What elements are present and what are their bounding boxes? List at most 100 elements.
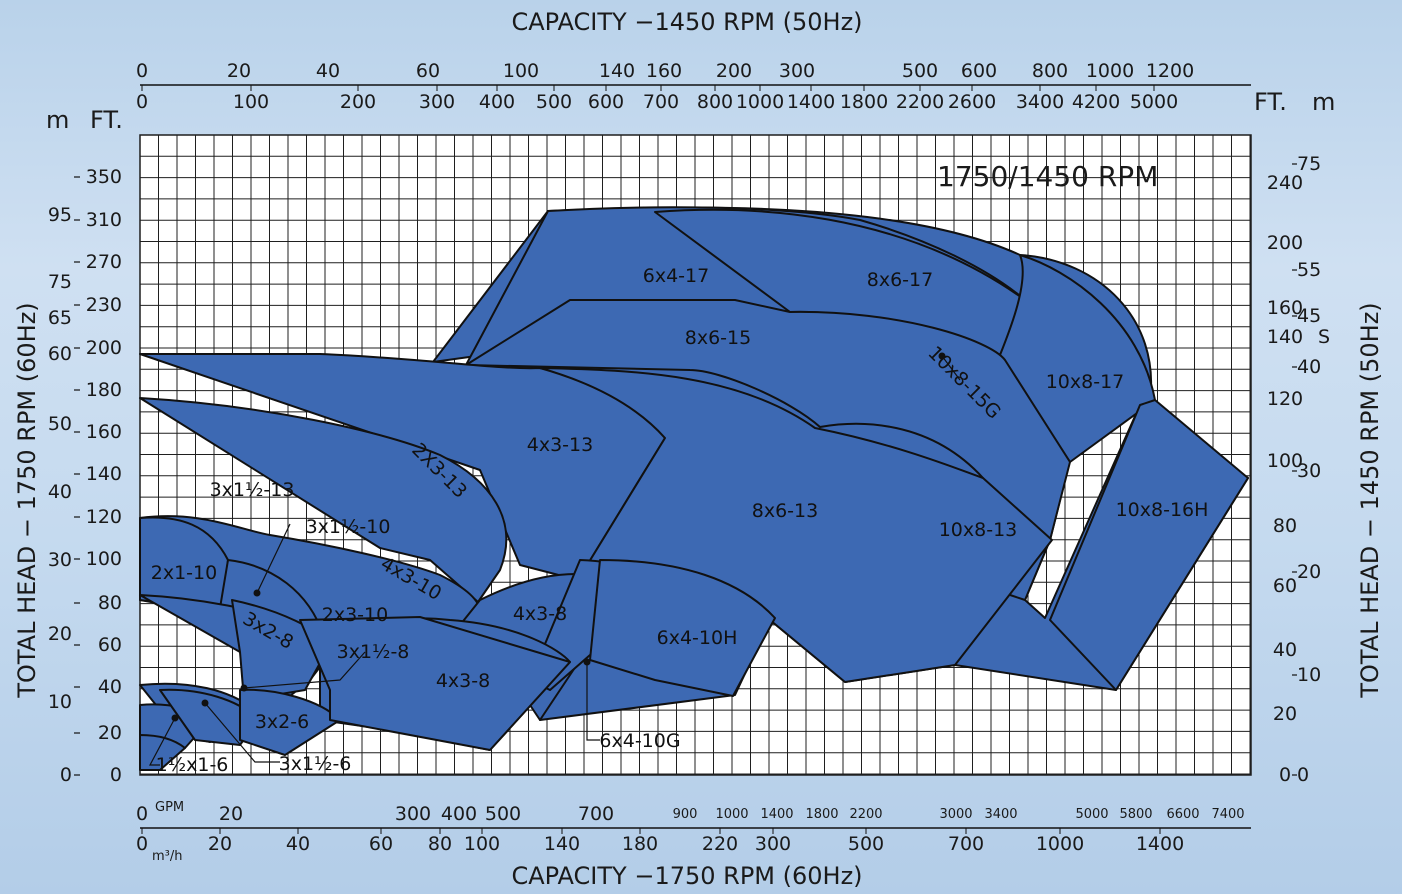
pump-model-label: 3x2-6: [255, 711, 309, 733]
y-axis-title-right: TOTAL HEAD − 1450 RPM (50Hz): [1356, 302, 1384, 698]
bottom-tick-m3h: 1400: [1136, 833, 1184, 855]
pump-model-label: 6x4-10H: [657, 627, 738, 649]
top-tick-m3h: 40: [316, 60, 340, 82]
bottom-tick-gpm: 3400: [984, 807, 1017, 822]
top-tick-m3h: 500: [902, 60, 938, 82]
top-tick-gpm: 5000: [1130, 91, 1178, 113]
top-tick-m3h: 300: [779, 60, 815, 82]
pump-region: [139, 397, 508, 603]
pump-model-label: 3x1½-8: [337, 641, 410, 663]
top-tick-gpm: 500: [536, 91, 572, 113]
bottom-tick-m3h: 700: [948, 833, 984, 855]
bottom-tick-gpm: 1800: [805, 807, 838, 822]
right-tick-m: 55: [1297, 259, 1321, 281]
leader-line: [243, 651, 366, 689]
bottom-tick-gpm: 20: [219, 803, 243, 825]
bottom-tick-gpm: 7400: [1211, 807, 1244, 822]
unit-m3h: m³/h: [152, 849, 183, 864]
bottom-tick-gpm: 3000: [939, 807, 972, 822]
bottom-tick-m3h: 20: [208, 833, 232, 855]
bottom-tick-gpm: 900: [673, 807, 698, 822]
speed-badge: 1750/1450 RPM: [937, 160, 1158, 193]
top-axis: 0 20 40 60 100 140 160 200 300 500 600 800 1000 12000…: [136, 60, 1251, 113]
left-tick-ft: 310: [86, 209, 122, 231]
top-tick-m3h: 0: [136, 60, 148, 82]
bottom-tick-gpm: 500: [485, 803, 521, 825]
pump-model-label: 3x1½-10: [306, 516, 391, 538]
bottom-tick-gpm: 2200: [849, 807, 882, 822]
bottom-tick-m3h: 60: [369, 833, 393, 855]
pump-model-label: 3x1½-6: [279, 753, 352, 775]
left-tick-ft: 40: [98, 676, 122, 698]
top-tick-gpm: 1000: [736, 91, 784, 113]
bottom-tick-m3h: 180: [622, 833, 658, 855]
top-tick-gpm: 700: [643, 91, 679, 113]
pump-model-label: 2x1-10: [151, 562, 217, 584]
top-tick-gpm: 4200: [1072, 91, 1120, 113]
leader-line: [256, 523, 291, 594]
left-tick-m: 10: [48, 691, 72, 713]
top-tick-gpm: 3400: [1016, 91, 1064, 113]
pump-model-label: 8x6-17: [867, 269, 933, 291]
pump-region: [139, 734, 186, 771]
right-tick-ft: 80: [1273, 515, 1297, 537]
right-tick-ft: 120: [1267, 388, 1303, 410]
top-tick-gpm: 800: [697, 91, 733, 113]
left-tick-ft: 180: [86, 379, 122, 401]
right-tick-m: 75: [1297, 153, 1321, 175]
pump-model-label: 10x8-17: [1046, 371, 1125, 393]
pump-regions: [139, 206, 1249, 771]
leader-dot: [171, 714, 179, 722]
unit-left-m: m: [46, 106, 69, 134]
chart-title-bottom: CAPACITY −1750 RPM (60Hz): [511, 862, 862, 890]
left-tick-ft: 200: [86, 337, 122, 359]
bottom-tick-m3h: 1000: [1036, 833, 1084, 855]
top-tick-m3h: 100: [503, 60, 539, 82]
bottom-tick-m3h: 140: [544, 833, 580, 855]
right-tick-ft: 40: [1273, 639, 1297, 661]
top-tick-m3h: 200: [716, 60, 752, 82]
top-tick-gpm: 2200: [896, 91, 944, 113]
pump-region: [539, 367, 1053, 683]
left-tick-ft: 270: [86, 251, 122, 273]
pump-region: [465, 299, 1071, 601]
top-tick-gpm: 1400: [787, 91, 835, 113]
pump-model-label: 3x1½-13: [210, 479, 295, 501]
pump-model-label: 10x8-13: [939, 519, 1018, 541]
left-tick-ft: 350: [86, 166, 122, 188]
bottom-tick-m3h: 100: [464, 833, 500, 855]
left-tick-ft: 160: [86, 421, 122, 443]
bottom-tick-gpm: 6600: [1166, 807, 1199, 822]
right-tick-ft: 100: [1267, 450, 1303, 472]
chart-title-top: CAPACITY −1450 RPM (50Hz): [511, 8, 862, 36]
pump-region: [999, 254, 1156, 463]
leader-dot: [253, 589, 261, 597]
top-tick-m3h: 60: [416, 60, 440, 82]
bottom-tick-m3h: 500: [848, 833, 884, 855]
unit-left-ft: FT.: [90, 106, 123, 134]
right-tick-m: 45: [1297, 305, 1321, 327]
unit-gpm: GPM: [155, 800, 184, 815]
left-tick-m: 50: [48, 413, 72, 435]
pump-model-label: 10x8-16H: [1116, 499, 1209, 521]
left-tick-m: 30: [48, 549, 72, 571]
leader-line: [149, 717, 176, 766]
left-tick-m: 20: [48, 623, 72, 645]
top-tick-m3h: 1200: [1146, 60, 1194, 82]
top-tick-gpm: 200: [340, 91, 376, 113]
bottom-tick-gpm: 700: [578, 803, 614, 825]
left-tick-m: 40: [48, 481, 72, 503]
bottom-tick-gpm: 5800: [1119, 807, 1152, 822]
pump-model-label: 8x6-15: [685, 327, 751, 349]
pump-model-label: 4x3-13: [527, 434, 593, 456]
left-tick-m: 75: [48, 271, 72, 293]
top-tick-gpm: 2600: [948, 91, 996, 113]
right-tick-ft: 160: [1267, 297, 1303, 319]
top-tick-gpm: 1800: [840, 91, 888, 113]
top-tick-gpm: 400: [479, 91, 515, 113]
pump-model-label: 6x4-10G: [599, 730, 680, 752]
unit-right-s: S: [1318, 326, 1330, 348]
right-axis: 2402001601401201008060402007555454030201…: [1267, 153, 1321, 786]
